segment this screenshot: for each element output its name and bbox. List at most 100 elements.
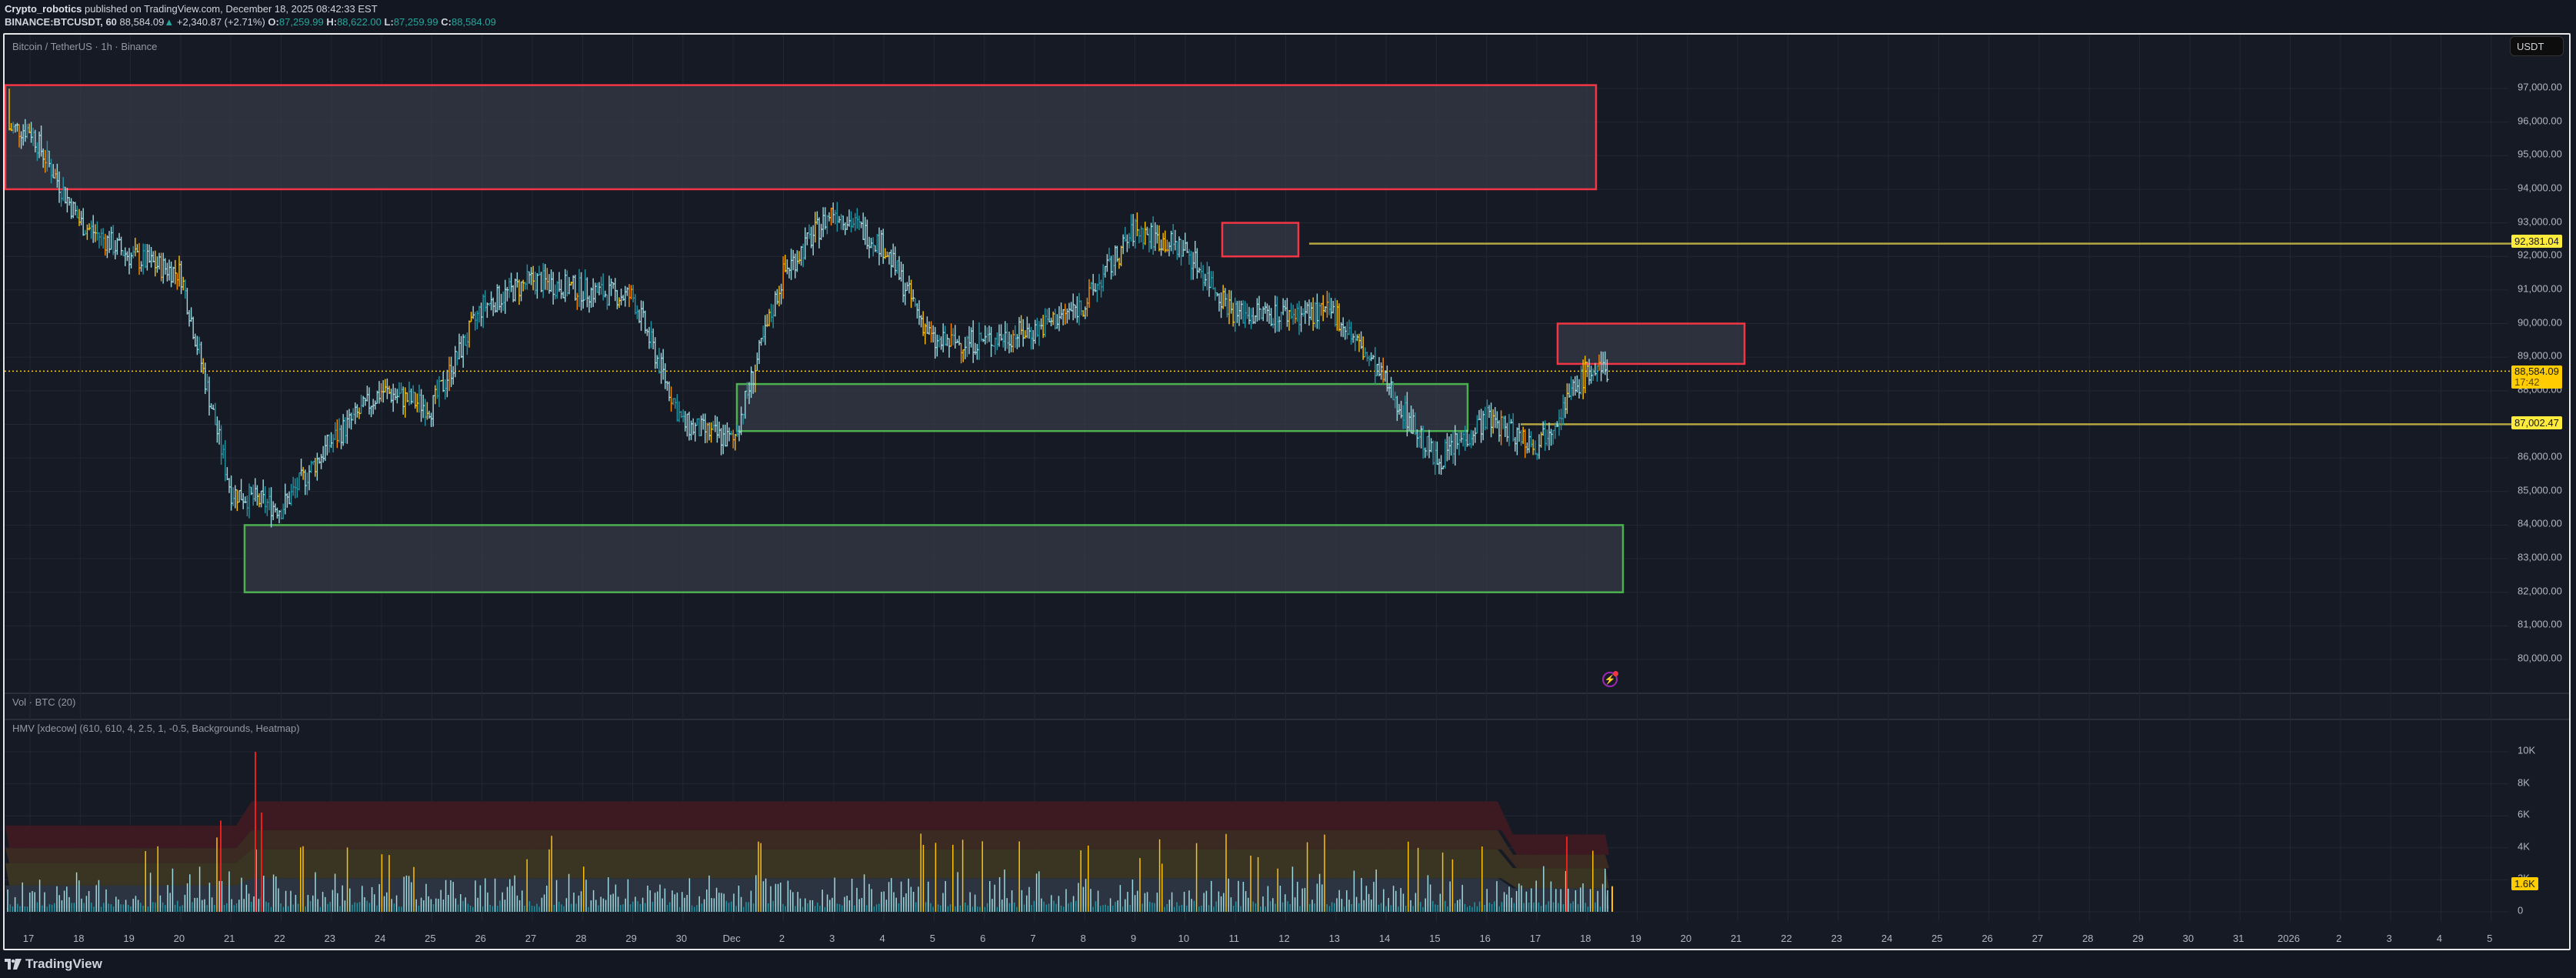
- time-tick: 30: [675, 933, 688, 944]
- last-price-value: 88,584.09: [2514, 365, 2559, 377]
- author-name[interactable]: Crypto_robotics: [5, 3, 82, 15]
- supply-zone[interactable]: [5, 84, 1598, 191]
- time-tick: 22: [1781, 933, 1792, 944]
- time-tick: 17: [1529, 933, 1541, 944]
- symbol-label: BINANCE:BTCUSDT, 60: [5, 16, 117, 28]
- price-tick: 92,000.00: [2518, 249, 2562, 261]
- price-tick: 90,000.00: [2518, 316, 2562, 329]
- time-tick: Dec: [722, 933, 741, 944]
- high-label: H:: [326, 16, 338, 28]
- time-tick: 25: [1931, 933, 1943, 944]
- open-value: 87,259.99: [278, 16, 324, 28]
- price-tick: 91,000.00: [2518, 282, 2562, 295]
- time-tick: 4: [2436, 933, 2443, 944]
- time-tick: 3: [2386, 933, 2392, 944]
- tradingview-logo-icon: [5, 959, 22, 970]
- brand-name: TradingView: [25, 956, 102, 971]
- hmv-pane-title: HMV [xdecow] (610, 610, 4, 2.5, 1, -0.5,…: [12, 723, 300, 734]
- volume-tick: 10K: [2518, 744, 2536, 756]
- time-tick: 31: [2232, 933, 2244, 944]
- time-tick: 5: [2487, 933, 2493, 944]
- time-tick: 19: [1630, 933, 1641, 944]
- currency-button[interactable]: USDT: [2510, 36, 2564, 56]
- volume-tick: 4K: [2518, 840, 2530, 853]
- time-tick: 7: [1030, 933, 1036, 944]
- time-tick: 18: [73, 933, 85, 944]
- time-tick: 21: [223, 933, 235, 944]
- time-tick: 25: [425, 933, 436, 944]
- time-tick: 17: [22, 933, 35, 944]
- time-tick: 2: [2336, 933, 2342, 944]
- time-tick: 11: [1228, 933, 1239, 944]
- time-tick: 29: [2132, 933, 2144, 944]
- published-text: published on TradingView.com, December 1…: [85, 3, 378, 15]
- time-tick: 15: [1429, 933, 1441, 944]
- support-price-tag: 87,002.47: [2511, 416, 2562, 429]
- volume-tick: 6K: [2518, 808, 2530, 820]
- time-tick: 9: [1130, 933, 1137, 944]
- heatmap-band: [5, 849, 1609, 889]
- low-label: L:: [384, 16, 394, 28]
- time-tick: 6: [980, 933, 986, 944]
- price-tick: 95,000.00: [2518, 148, 2562, 160]
- bar-countdown: 17:42: [2514, 376, 2540, 388]
- ohlc-legend: BINANCE:BTCUSDT, 60 88,584.09▲ +2,340.87…: [5, 16, 496, 28]
- time-tick: 22: [274, 933, 285, 944]
- volume-tick: 0: [2518, 904, 2524, 916]
- time-tick: 24: [1881, 933, 1893, 944]
- price-tick: 97,000.00: [2518, 81, 2562, 93]
- time-tick: 2026: [2278, 933, 2300, 944]
- time-tick: 27: [2031, 933, 2044, 944]
- tradingview-logo[interactable]: TradingView: [5, 956, 102, 972]
- low-value: 87,259.99: [393, 16, 438, 28]
- time-tick: 19: [123, 933, 135, 944]
- lightning-alert-icon[interactable]: ⚡: [1602, 671, 1618, 687]
- time-tick: 21: [1730, 933, 1742, 944]
- volume-last-tag: 1.6K: [2511, 877, 2538, 890]
- time-tick: 26: [1981, 933, 1993, 944]
- time-tick: 27: [525, 933, 537, 944]
- time-tick: 26: [475, 933, 486, 944]
- time-tick: 23: [324, 933, 336, 944]
- supply-zone[interactable]: [1556, 322, 1746, 365]
- heatmap-band: [5, 829, 1609, 869]
- time-tick: 29: [625, 933, 637, 944]
- price-tick: 86,000.00: [2518, 450, 2562, 462]
- publish-info: Crypto_robotics published on TradingView…: [5, 3, 378, 15]
- time-tick: 20: [173, 933, 185, 944]
- price-tick: 93,000.00: [2518, 215, 2562, 228]
- chart-canvas[interactable]: [5, 35, 2569, 949]
- demand-zone[interactable]: [735, 382, 1469, 432]
- time-tick: 24: [374, 933, 386, 944]
- demand-zone[interactable]: [243, 524, 1625, 593]
- time-tick: 5: [929, 933, 936, 944]
- last-price-tag: 88,584.09 17:42: [2511, 365, 2562, 389]
- time-tick: 28: [2082, 933, 2094, 944]
- resistance-price-tag: 92,381.04: [2511, 235, 2562, 248]
- heatmap-band: [5, 801, 1609, 855]
- time-tick: 2: [778, 933, 785, 944]
- volume-tick: 8K: [2518, 776, 2530, 789]
- close-label: C:: [441, 16, 452, 28]
- price-tick: 89,000.00: [2518, 349, 2562, 362]
- supply-zone[interactable]: [1221, 222, 1300, 258]
- time-tick: 3: [829, 933, 835, 944]
- time-tick: 16: [1479, 933, 1491, 944]
- time-tick: 12: [1278, 933, 1290, 944]
- time-tick: 28: [575, 933, 587, 944]
- price-tick: 94,000.00: [2518, 182, 2562, 194]
- close-value: 88,584.09: [452, 16, 496, 28]
- price-tick: 83,000.00: [2518, 551, 2562, 563]
- last-price: 88,584.09: [119, 16, 165, 28]
- volume-pane: [5, 693, 2569, 719]
- price-tick: 85,000.00: [2518, 484, 2562, 496]
- price-tick: 80,000.00: [2518, 652, 2562, 664]
- time-tick: 30: [2182, 933, 2194, 944]
- time-tick: 8: [1080, 933, 1086, 944]
- price-tick: 82,000.00: [2518, 585, 2562, 597]
- time-tick: 13: [1328, 933, 1341, 944]
- time-tick: 14: [1378, 933, 1391, 944]
- time-tick: 18: [1580, 933, 1591, 944]
- high-value: 88,622.00: [337, 16, 382, 28]
- price-tick: 96,000.00: [2518, 115, 2562, 127]
